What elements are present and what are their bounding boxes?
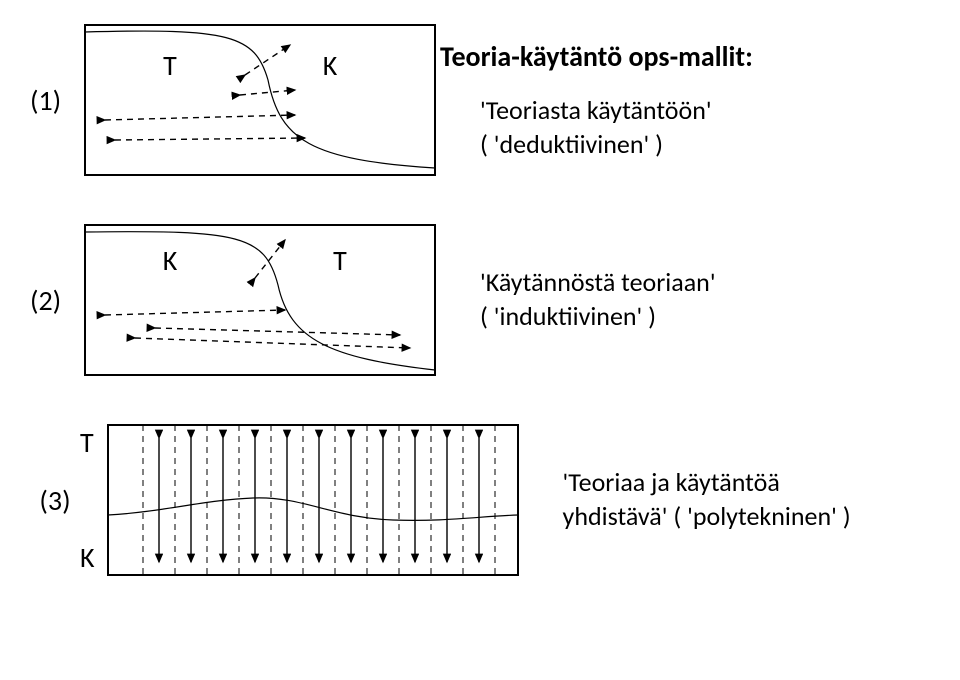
model-number-1: (1) bbox=[30, 83, 80, 118]
desc-line: 'Teoriasta käytäntöön' bbox=[480, 94, 753, 128]
model-row-2: (2) K T 'Käytännöstä teoriaan' ( 'indukt… bbox=[30, 220, 930, 380]
model-desc-1: 'Teoriasta käytäntöön' ( 'deduktiivinen'… bbox=[480, 94, 753, 162]
diagram-box-3 bbox=[103, 420, 523, 580]
model-row-3: (3) T K bbox=[30, 420, 930, 580]
diagram-box-2: K T bbox=[80, 220, 440, 380]
letter-t-2: T bbox=[333, 243, 347, 278]
model-number-2: (2) bbox=[30, 283, 80, 318]
page-title: Teoria-käytäntö ops-mallit: bbox=[440, 39, 753, 74]
model-number-3: (3) bbox=[39, 483, 70, 518]
model-row-1: (1) T K Teoria-käytäntö ops-mallit: 'Teo… bbox=[30, 20, 930, 180]
diagram-box-1: T K bbox=[80, 20, 440, 180]
desc-line: 'Teoriaa ja käytäntöä bbox=[563, 466, 851, 500]
desc-line: ( 'deduktiivinen' ) bbox=[480, 128, 753, 162]
desc-line: 'Käytännöstä teoriaan' bbox=[480, 266, 716, 300]
letter-t-1: T bbox=[163, 48, 177, 83]
model-desc-3: 'Teoriaa ja käytäntöä yhdistävä' ( 'poly… bbox=[563, 466, 851, 534]
letter-k-2: K bbox=[163, 243, 178, 278]
letter-k-3: K bbox=[80, 540, 95, 575]
letter-k-1: K bbox=[323, 48, 338, 83]
desc-line: yhdistävä' ( 'polytekninen' ) bbox=[563, 500, 851, 534]
model-number-3-wrap: (3) bbox=[30, 483, 80, 518]
letter-t-3: T bbox=[80, 425, 95, 460]
model-desc-2: 'Käytännöstä teoriaan' ( 'induktiivinen'… bbox=[480, 266, 716, 334]
desc-line: ( 'induktiivinen' ) bbox=[480, 300, 716, 334]
